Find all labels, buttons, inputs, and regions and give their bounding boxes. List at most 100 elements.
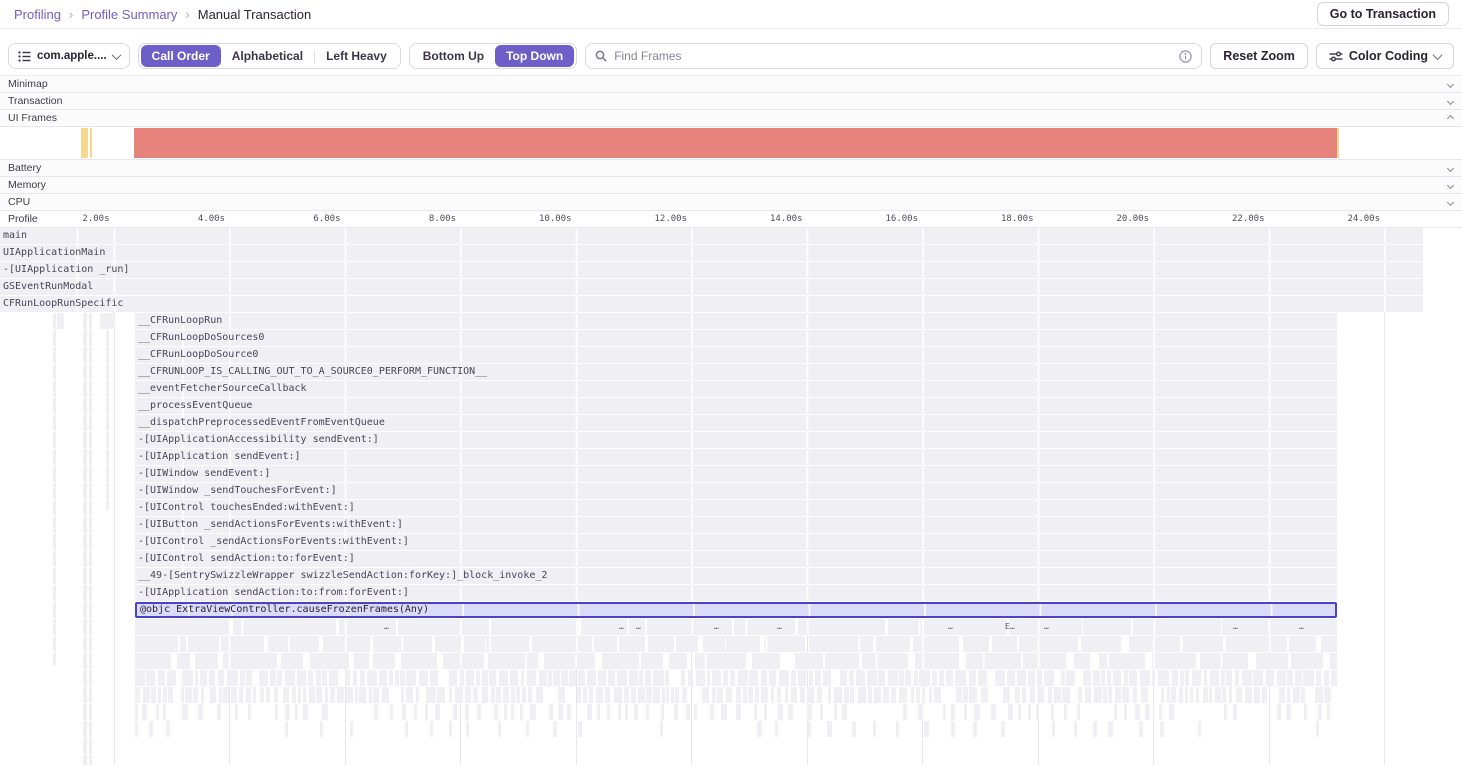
flame-frame[interactable] [645, 704, 650, 720]
flame-frame[interactable] [135, 619, 232, 635]
flame-frame[interactable] [1287, 670, 1293, 686]
flame-frame[interactable] [1124, 670, 1128, 686]
flame-frame[interactable] [1027, 704, 1032, 720]
flame-frame[interactable] [760, 687, 768, 703]
flame-frame[interactable] [623, 687, 629, 703]
flame-frame[interactable] [624, 704, 628, 720]
flame-frame[interactable] [290, 636, 320, 652]
flame-frame[interactable] [723, 670, 729, 686]
flame-frame[interactable] [943, 704, 947, 720]
flame-frame[interactable] [791, 687, 797, 703]
flame-frame[interactable] [778, 704, 784, 720]
flame-frame[interactable] [143, 687, 150, 703]
section-cpu[interactable]: CPU [0, 194, 1462, 211]
flame-frame[interactable] [964, 704, 968, 720]
flame-frame[interactable]: -[UIApplicationAccessibility sendEvent:] [135, 432, 1337, 448]
flame-frame[interactable] [1129, 636, 1180, 652]
flame-frame[interactable] [100, 313, 115, 329]
flame-frame[interactable] [924, 721, 929, 737]
flame-frame[interactable] [516, 687, 520, 703]
flame-frame[interactable] [1118, 687, 1122, 703]
flame-frame[interactable] [710, 704, 715, 720]
flame-frame[interactable] [1295, 670, 1302, 686]
flame-frame[interactable] [578, 670, 586, 686]
flame-frame[interactable] [919, 670, 931, 686]
flame-frame[interactable]: __CFRunLoopRun [135, 313, 1337, 329]
flame-frame[interactable] [1195, 687, 1199, 703]
flame-frame[interactable] [661, 704, 665, 720]
flame-frame[interactable] [1225, 636, 1288, 652]
flame-frame[interactable] [239, 670, 245, 686]
flame-frame[interactable] [400, 670, 405, 686]
flame-frame[interactable] [856, 670, 866, 686]
flame-frame[interactable] [706, 670, 711, 686]
flame-frame[interactable] [1139, 670, 1151, 686]
flame-frame[interactable] [839, 670, 847, 686]
section-transaction[interactable]: Transaction [0, 93, 1462, 110]
flame-frame[interactable] [345, 687, 354, 703]
flame-frame[interactable] [913, 670, 919, 686]
flame-frame[interactable] [576, 687, 582, 703]
find-frames-search-field[interactable]: Find Frames [585, 43, 1203, 69]
flame-frame[interactable] [1179, 687, 1184, 703]
flame-frame[interactable] [497, 721, 502, 737]
flame-frame[interactable] [586, 670, 596, 686]
flame-frame[interactable] [1232, 704, 1237, 720]
flame-frame[interactable] [1074, 653, 1090, 669]
flame-frame[interactable] [899, 670, 904, 686]
flame-frame[interactable] [401, 653, 438, 669]
flame-frame[interactable] [1202, 687, 1208, 703]
flame-frame[interactable] [429, 687, 437, 703]
flame-frame[interactable] [761, 670, 768, 686]
flame-frame[interactable] [201, 687, 204, 703]
flame-frame[interactable] [194, 653, 218, 669]
flame-frame[interactable] [583, 687, 587, 703]
flame-frame[interactable] [785, 687, 789, 703]
flame-frame[interactable] [297, 670, 307, 686]
slow-frames-bar[interactable] [81, 128, 88, 158]
flame-frame[interactable] [519, 704, 523, 720]
flame-frame[interactable] [1166, 687, 1170, 703]
flame-frame[interactable] [674, 687, 680, 703]
flame-frame[interactable] [1223, 704, 1227, 720]
flame-frame[interactable] [1114, 687, 1118, 703]
flame-frame[interactable] [1113, 704, 1117, 720]
flame-frame[interactable] [437, 687, 446, 703]
flame-frame[interactable] [646, 687, 652, 703]
flame-frame[interactable] [978, 670, 988, 686]
flame-column[interactable] [83, 313, 87, 765]
flame-frame[interactable] [867, 670, 877, 686]
flame-frame[interactable] [535, 687, 543, 703]
flame-frame[interactable] [449, 670, 458, 686]
flame-frame[interactable] [1326, 704, 1331, 720]
flame-frame[interactable] [277, 670, 283, 686]
flame-frame[interactable] [531, 636, 593, 652]
flame-frame[interactable] [834, 704, 838, 720]
flame-frame[interactable] [910, 687, 915, 703]
flame-frame[interactable] [538, 670, 547, 686]
flame-frame[interactable] [965, 653, 1021, 669]
flame-frame[interactable] [166, 670, 176, 686]
flame-frame[interactable] [1082, 619, 1221, 635]
flame-frame[interactable] [398, 619, 489, 635]
flame-frame[interactable] [522, 687, 526, 703]
direction-top-down-button[interactable]: Top Down [495, 45, 575, 67]
flame-frame[interactable] [617, 704, 621, 720]
flame-frame[interactable] [638, 687, 646, 703]
flame-frame[interactable] [682, 687, 687, 703]
flame-frame[interactable] [872, 721, 876, 737]
flame-frame[interactable] [1324, 687, 1331, 703]
flame-frame[interactable]: main [0, 228, 1423, 244]
flame-frame[interactable] [874, 687, 882, 703]
flame-frame[interactable] [553, 670, 560, 686]
flame-frame[interactable] [638, 670, 643, 686]
flame-frame[interactable] [1241, 670, 1253, 686]
flame-frame[interactable] [662, 687, 666, 703]
flame-frame[interactable]: GSEventRunModal [0, 279, 1423, 295]
flame-frame[interactable]: -[UIWindow _sendTouchesForEvent:] [135, 483, 1337, 499]
flame-frame[interactable] [216, 704, 222, 720]
flame-frame[interactable] [547, 670, 552, 686]
reset-zoom-button[interactable]: Reset Zoom [1210, 43, 1308, 69]
flame-frame[interactable] [157, 670, 165, 686]
flame-frame[interactable] [736, 704, 741, 720]
